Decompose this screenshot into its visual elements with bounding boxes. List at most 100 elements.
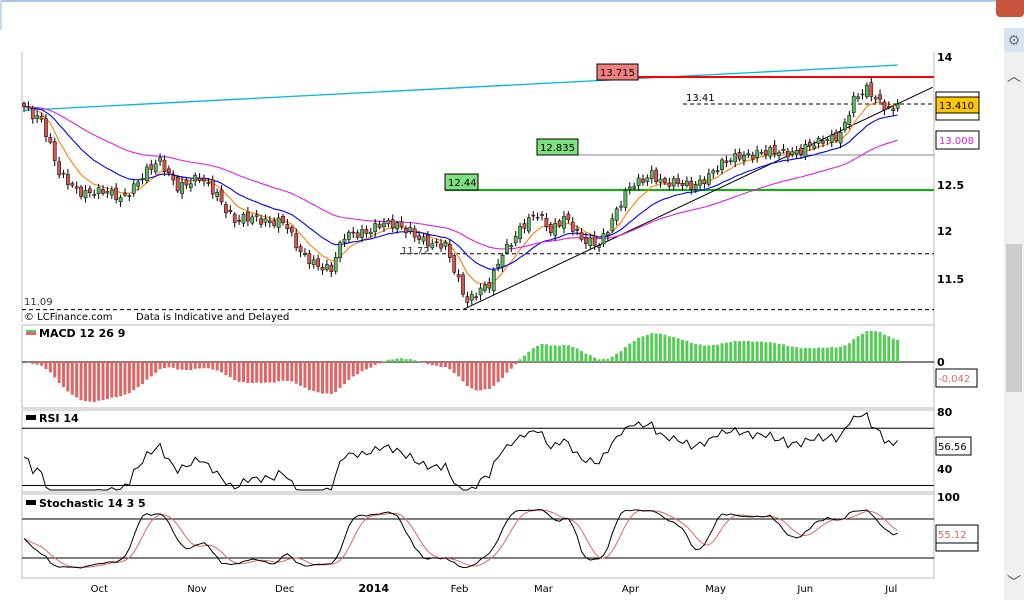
candle (838, 131, 843, 144)
macd-bar (518, 359, 522, 362)
candle (768, 146, 773, 157)
candle (114, 187, 119, 200)
candle (188, 183, 193, 188)
close-button[interactable] (996, 0, 1024, 17)
vertical-scrollbar[interactable]: ︿ ﹀ (1004, 52, 1024, 600)
macd-bar (141, 362, 145, 384)
candle (66, 173, 70, 185)
macd-bar (667, 336, 671, 362)
macd-bar (356, 362, 360, 375)
x-tick: May (705, 584, 726, 595)
macd-bar (70, 362, 74, 395)
macd-bar (746, 340, 750, 362)
candle (592, 235, 597, 246)
macd-bar (364, 362, 368, 370)
candle (750, 155, 755, 160)
rsi-line (23, 411, 898, 491)
candle (865, 85, 869, 97)
macd-bar (404, 359, 408, 362)
candle (825, 139, 830, 141)
candle (693, 184, 698, 190)
candle (588, 237, 593, 246)
macd-bar (702, 345, 706, 362)
macd-bar (57, 362, 61, 384)
macd-bar (303, 362, 307, 388)
candle (254, 214, 259, 217)
macd-bar (825, 347, 829, 362)
candle (325, 264, 329, 270)
macd-bar (672, 336, 676, 362)
copyright-text: © LCFinance.com (24, 312, 113, 323)
candle (364, 229, 369, 234)
macd-bar (681, 339, 684, 362)
macd-bar (202, 362, 206, 369)
macd-bar (891, 338, 895, 362)
macd-bar (413, 360, 417, 362)
candle (360, 229, 364, 238)
candle (303, 252, 307, 255)
macd-bar (588, 355, 592, 362)
candle (447, 244, 452, 258)
candle (390, 219, 395, 229)
gear-icon[interactable]: ⚙ (1004, 28, 1024, 52)
macd-bar (123, 362, 127, 395)
candle (777, 152, 781, 156)
stochastic-panel (21, 493, 935, 579)
scrollbar-thumb[interactable] (1006, 244, 1022, 392)
chevron-down-icon[interactable]: ﹀ (1007, 574, 1021, 590)
macd-bar (149, 362, 153, 377)
last-price: 13.410 (939, 101, 974, 112)
candle (601, 233, 606, 245)
candle (645, 177, 650, 182)
macd-bar (386, 359, 390, 362)
ema-line-20 (23, 106, 898, 270)
macd-bar (272, 362, 276, 383)
data-notice: Data is Indicative and Delayed (136, 312, 289, 323)
ema-value: 13.008 (939, 136, 974, 147)
macd-bar (716, 344, 720, 362)
candle (281, 216, 285, 224)
candle (474, 296, 479, 299)
candle (250, 216, 255, 224)
window-title-bar (0, 0, 1024, 2)
candle (180, 182, 184, 194)
x-tick: Jul (884, 584, 897, 595)
candle (39, 115, 44, 120)
macd-bar (795, 347, 799, 362)
macd-bar (865, 331, 869, 362)
candle (140, 178, 145, 180)
candle (338, 242, 342, 258)
candle (764, 150, 768, 155)
macd-bar (338, 362, 342, 389)
macd-bar (781, 344, 785, 362)
macd-bar (294, 362, 298, 384)
candle (610, 218, 615, 232)
macd-bar (44, 362, 48, 370)
candle (237, 219, 241, 222)
candle (491, 269, 496, 291)
candle (298, 246, 303, 253)
candle (289, 227, 294, 233)
macd-bar (755, 341, 759, 362)
macd-bar (351, 362, 355, 377)
candle (193, 175, 198, 182)
macd-bar (347, 362, 351, 380)
macd-bar (580, 351, 584, 362)
macd-bar (75, 362, 79, 398)
macd-bar (198, 362, 202, 369)
candle (57, 161, 61, 176)
macd-bar (571, 346, 575, 362)
candle (136, 181, 140, 187)
macd-bar (817, 347, 821, 362)
macd-bar (233, 362, 237, 381)
candle (856, 96, 860, 100)
macd-bar (689, 342, 693, 362)
candle (35, 115, 40, 119)
bottom-level-label: 11.09 (24, 297, 53, 308)
macd-bar (575, 348, 579, 362)
candle (496, 263, 500, 268)
macd-bar (830, 347, 834, 362)
macd-bar (834, 347, 838, 362)
chevron-up-icon[interactable]: ︿ (1007, 68, 1021, 84)
